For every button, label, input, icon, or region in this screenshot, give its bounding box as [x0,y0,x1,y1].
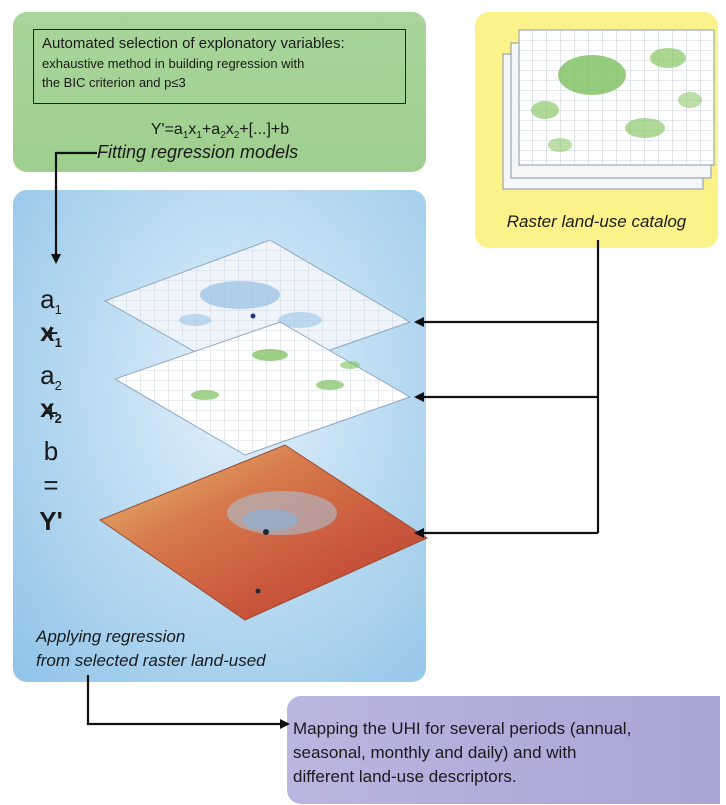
selection-title: Automated selection of explonatory varia… [42,35,345,52]
fitting-label: Fitting regression models [97,142,299,162]
arrow-fitting-to-regression [51,151,97,264]
variable-selection-panel [13,12,426,172]
forest-patch [558,55,626,95]
selection-line-2: the BIC criterion and p≤3 [42,75,186,90]
layer-x2 [113,321,412,456]
term-b: b [43,436,59,466]
applying-label: Applying regression from selected raster… [36,627,266,670]
equals-sign: = [43,470,59,500]
selection-method-box: Automated selection of explonatory varia… [33,29,406,104]
uhi-mapping-panel [287,696,720,804]
layer-x1 [103,239,412,381]
catalog-sheets [502,29,715,190]
plus-1: + [43,318,59,348]
uhi-mapping-text: Mapping the UHI for several periods (ann… [293,719,632,786]
term-a2x2: a2 x2 [40,360,62,427]
term-a1x1: a1 x1 [40,284,62,351]
result-y: Y' [39,506,63,536]
selection-line-1: exhaustive method in building regression… [42,56,305,71]
layer-y-heatmap [98,444,429,621]
catalog-label: Raster land-use catalog [506,212,687,231]
plus-2: + [43,398,59,428]
regression-equation: Y'=a1x1+a2x2+[...]+b [150,121,290,142]
arrow-to-uhi-mapping [86,675,290,729]
